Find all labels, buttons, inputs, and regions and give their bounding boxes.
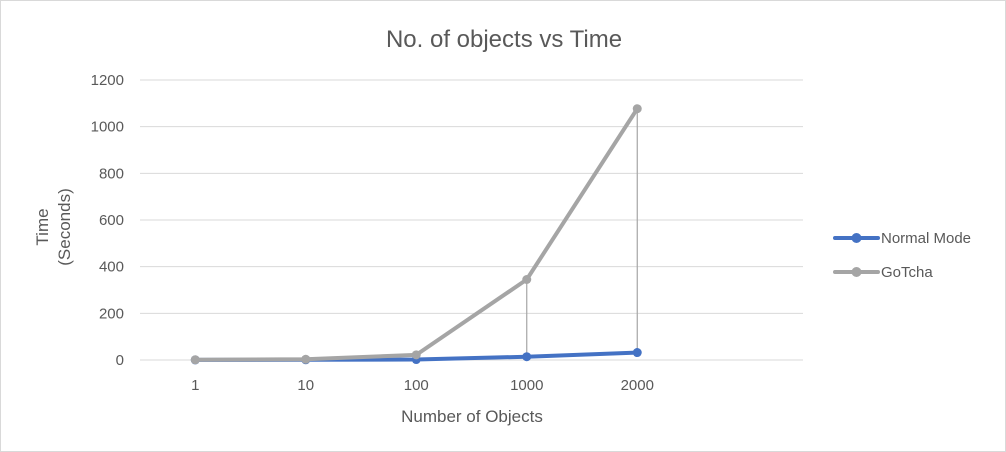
x-axis-ticks: 1 10 100 1000 2000 — [191, 377, 654, 394]
data-point — [411, 350, 421, 360]
data-point — [522, 352, 532, 362]
y-axis-title-line-2: (Seconds) — [55, 188, 74, 265]
legend: Normal Mode GoTcha — [833, 230, 971, 281]
x-axis-title: Number of Objects — [401, 407, 543, 426]
y-axis-ticks: 0 200 400 600 800 1000 1200 — [91, 72, 124, 369]
legend-swatch-marker — [851, 233, 862, 243]
data-point — [301, 354, 311, 364]
y-tick-label: 200 — [99, 305, 124, 322]
legend-swatch-marker — [851, 267, 862, 277]
data-point — [632, 348, 642, 358]
drop-lines — [194, 108, 638, 360]
data-point — [190, 355, 200, 365]
x-tick-label: 1 — [191, 377, 199, 394]
x-tick-label: 10 — [297, 377, 314, 394]
gridlines — [140, 79, 803, 361]
data-point — [632, 104, 642, 114]
chart-title: No. of objects vs Time — [386, 26, 622, 53]
series-line — [193, 106, 640, 362]
y-tick-label: 800 — [99, 165, 124, 182]
legend-label: Normal Mode — [881, 230, 971, 247]
y-axis-title-line-1: Time — [33, 208, 52, 245]
series-gotcha — [190, 104, 642, 365]
y-axis-title: Time (Seconds) — [33, 188, 74, 265]
x-tick-label: 2000 — [621, 377, 654, 394]
y-tick-label: 1000 — [91, 119, 124, 136]
y-tick-label: 1200 — [91, 72, 124, 89]
x-tick-label: 100 — [404, 377, 429, 394]
y-tick-label: 0 — [116, 352, 124, 369]
x-tick-label: 1000 — [510, 377, 543, 394]
y-tick-label: 600 — [99, 212, 124, 229]
series-lines — [190, 104, 642, 365]
y-tick-label: 400 — [99, 259, 124, 276]
legend-item: GoTcha — [833, 264, 933, 281]
data-point — [522, 275, 532, 284]
legend-item: Normal Mode — [833, 230, 971, 247]
legend-label: GoTcha — [881, 264, 933, 281]
